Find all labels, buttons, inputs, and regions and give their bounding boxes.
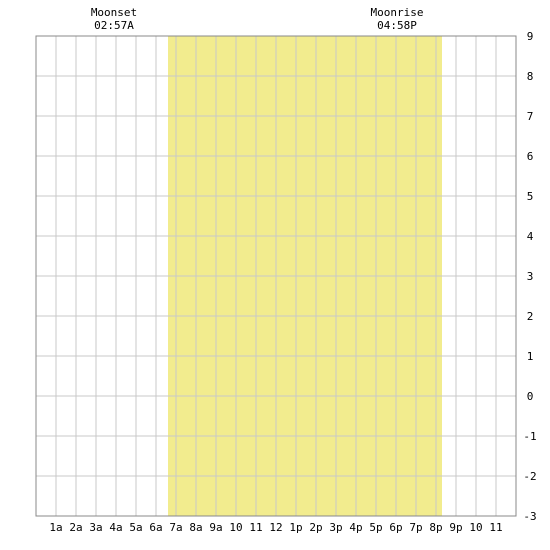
- y-tick-label: 8: [527, 70, 534, 83]
- plot-frame: [35, 35, 517, 517]
- y-tick-label: 7: [527, 110, 534, 123]
- y-tick-label: 3: [527, 270, 534, 283]
- x-tick-label: 2p: [309, 521, 322, 534]
- moonset-time: 02:57A: [94, 19, 134, 32]
- moonrise-label: Moonrise: [371, 6, 424, 19]
- x-tick-label: 9a: [209, 521, 222, 534]
- x-tick-label: 4p: [349, 521, 362, 534]
- x-tick-label: 11: [249, 521, 262, 534]
- x-tick-label: 6a: [149, 521, 162, 534]
- x-tick-label: 7a: [169, 521, 182, 534]
- y-tick-label: 4: [527, 230, 534, 243]
- x-tick-label: 5a: [129, 521, 142, 534]
- x-tick-label: 9p: [449, 521, 462, 534]
- y-axis-tick-labels: -3 -2 -1 0 1 2 3 4 5 6 7 8 9: [523, 30, 536, 523]
- y-tick-label: 6: [527, 150, 534, 163]
- x-tick-label: 11: [489, 521, 502, 534]
- x-tick-label: 3a: [89, 521, 102, 534]
- y-tick-label: -2: [523, 470, 536, 483]
- x-tick-label: 1a: [49, 521, 62, 534]
- x-tick-label: 4a: [109, 521, 122, 534]
- x-tick-label: 1p: [289, 521, 302, 534]
- y-tick-label: -1: [523, 430, 536, 443]
- y-tick-label: 1: [527, 350, 534, 363]
- moonrise-time: 04:58P: [377, 19, 417, 32]
- x-tick-label: 8a: [189, 521, 202, 534]
- x-tick-label: 6p: [389, 521, 402, 534]
- x-tick-label: 5p: [369, 521, 382, 534]
- x-tick-label: 7p: [409, 521, 422, 534]
- x-tick-label: 3p: [329, 521, 342, 534]
- y-tick-label: 9: [527, 30, 534, 43]
- x-tick-label: 10: [469, 521, 482, 534]
- y-tick-label: 5: [527, 190, 534, 203]
- moonset-label: Moonset: [91, 6, 137, 19]
- x-tick-label: 2a: [69, 521, 82, 534]
- x-axis-tick-labels: 1a 2a 3a 4a 5a 6a 7a 8a 9a 10 11 12 1p 2p 3p 4p 5p 6p 7p 8p…: [49, 521, 502, 534]
- x-tick-label: 12: [269, 521, 282, 534]
- x-tick-label: 8p: [429, 521, 442, 534]
- y-tick-label: 0: [527, 390, 534, 403]
- x-tick-label: 10: [229, 521, 242, 534]
- y-tick-label: 2: [527, 310, 534, 323]
- y-tick-label: -3: [523, 510, 536, 523]
